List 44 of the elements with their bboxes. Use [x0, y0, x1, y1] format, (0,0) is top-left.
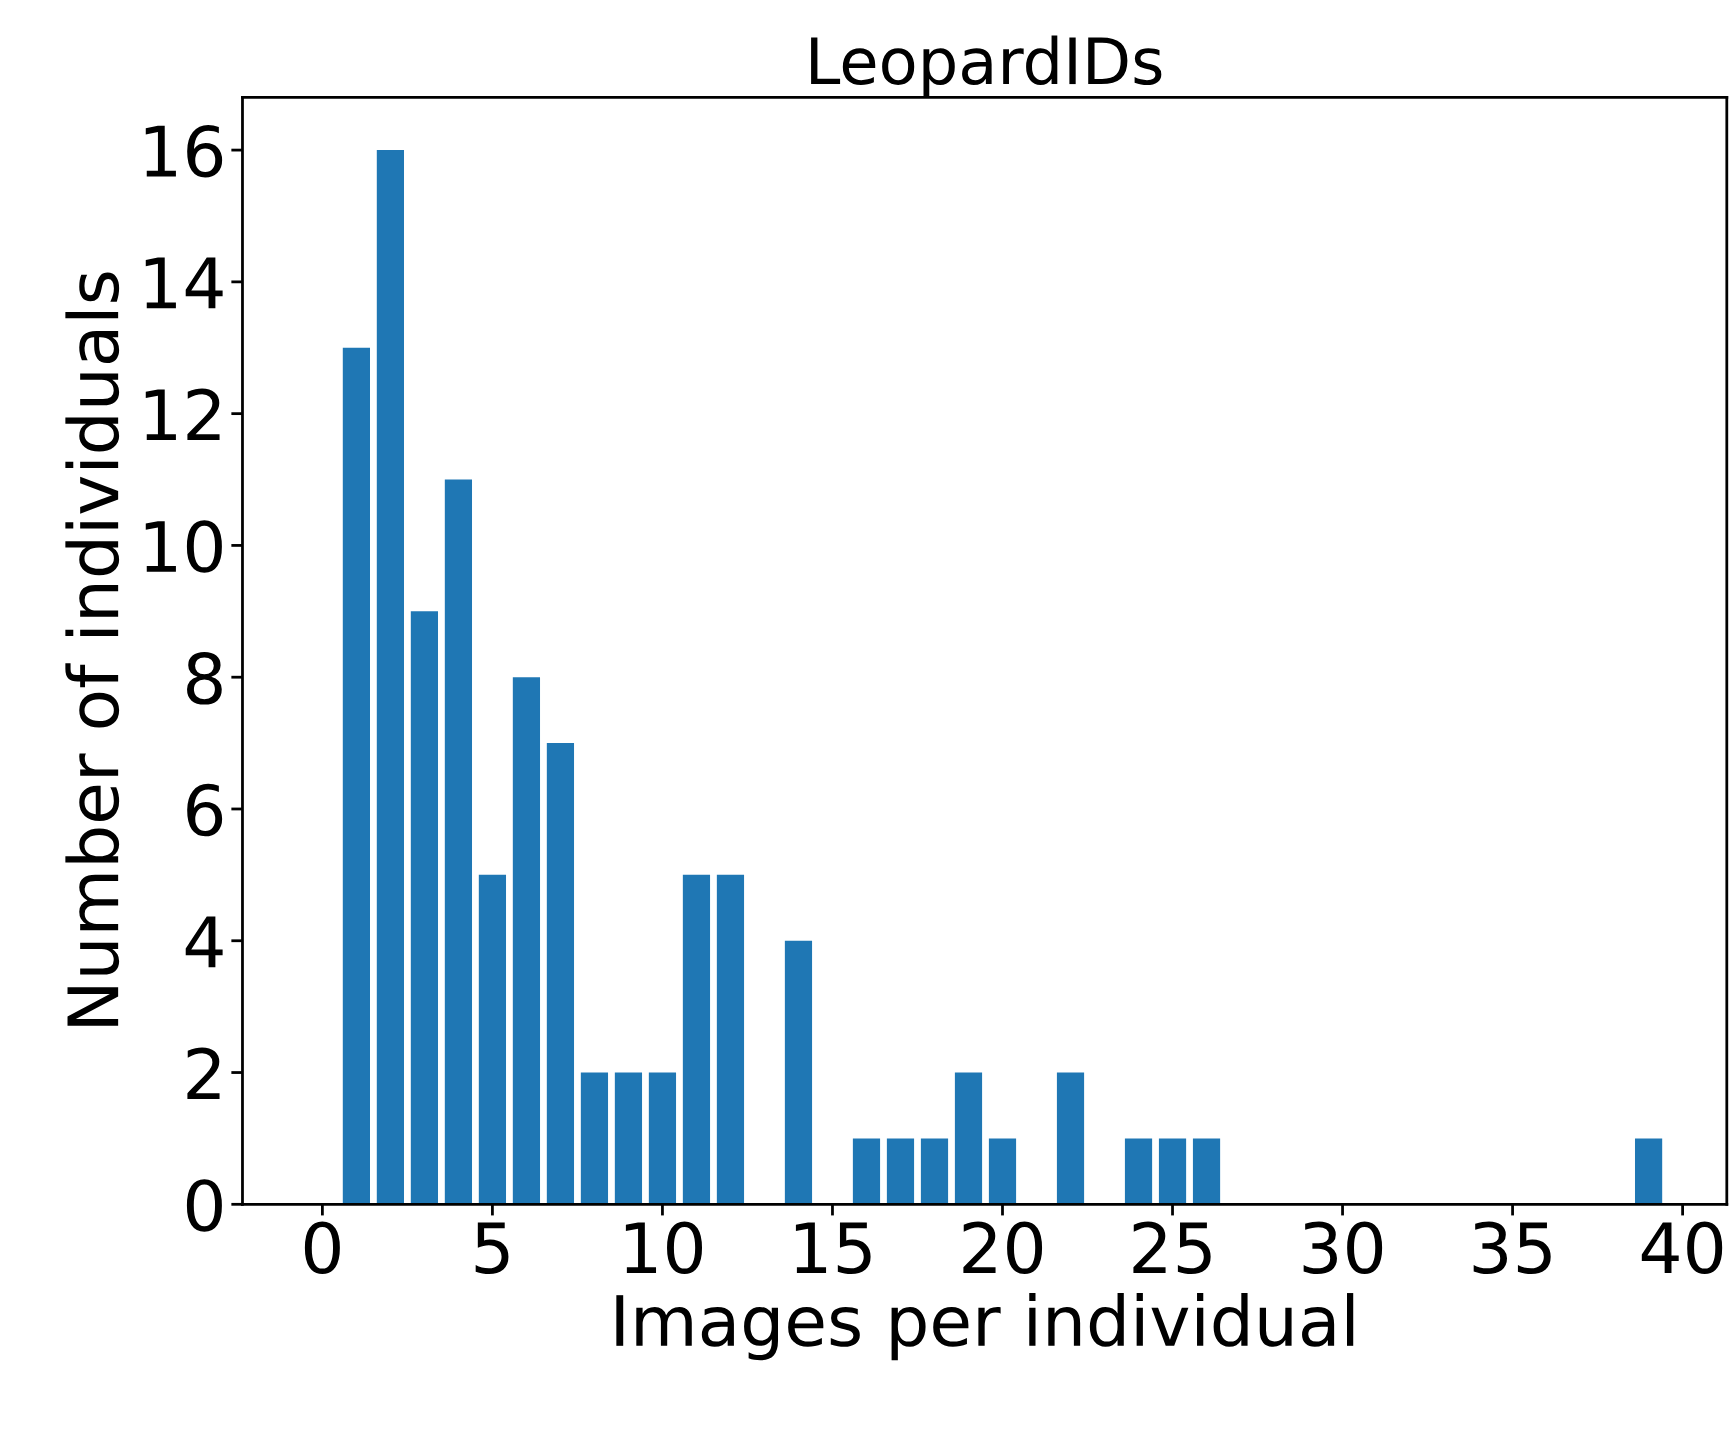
- y-axis-title: Number of individuals: [65, 272, 120, 1026]
- bar: [920, 1138, 949, 1205]
- bar: [852, 1138, 881, 1205]
- bar: [988, 1138, 1017, 1205]
- y-tick-label: 14: [145, 257, 223, 309]
- x-tick-label: 0: [304, 1221, 340, 1275]
- x-tick-label: 15: [795, 1222, 871, 1275]
- bar: [410, 611, 439, 1205]
- bar: [376, 150, 404, 1205]
- bar: [546, 743, 575, 1205]
- y-tick-label: 10: [145, 520, 222, 573]
- bar: [1158, 1138, 1187, 1205]
- y-tick-label: 8: [187, 652, 222, 705]
- bar: [1056, 1072, 1085, 1205]
- y-tick-label: 12: [145, 388, 220, 441]
- x-axis-title: Images per individual: [616, 1293, 1354, 1361]
- bar: [512, 677, 541, 1205]
- bar: [1634, 1138, 1663, 1205]
- bar: [342, 347, 370, 1205]
- bar: [614, 1072, 643, 1205]
- bar: [580, 1072, 609, 1205]
- chart-title: LeopardIDs: [811, 35, 1162, 98]
- bar: [954, 1072, 983, 1205]
- x-tick-label: 5: [475, 1222, 509, 1275]
- bar: [1124, 1138, 1153, 1205]
- y-tick-label: 0: [186, 1179, 222, 1232]
- bar: [648, 1072, 677, 1205]
- x-tick-label: 30: [1303, 1221, 1383, 1275]
- y-tick-label: 4: [185, 916, 223, 968]
- x-tick-label: 20: [963, 1221, 1043, 1275]
- bar: [682, 874, 711, 1205]
- x-tick-label: 35: [1473, 1221, 1551, 1275]
- bar: [444, 479, 473, 1205]
- bar: [716, 874, 745, 1205]
- bar: [784, 940, 813, 1205]
- y-tick-label: 2: [187, 1047, 220, 1099]
- x-tick-label: 40: [1641, 1221, 1723, 1275]
- bar: [886, 1138, 915, 1205]
- bar: [478, 874, 507, 1205]
- x-tick-label: 10: [625, 1221, 703, 1275]
- y-tick-label: 16: [145, 124, 223, 178]
- bar: [1192, 1138, 1221, 1205]
- x-tick-label: 25: [1133, 1221, 1211, 1275]
- y-tick-label: 6: [187, 783, 223, 837]
